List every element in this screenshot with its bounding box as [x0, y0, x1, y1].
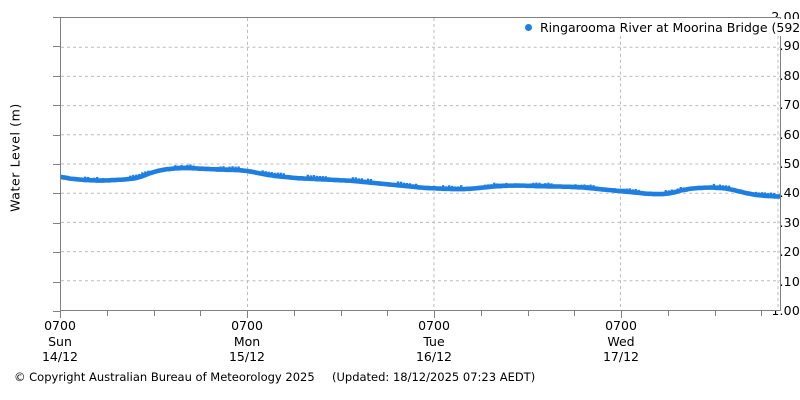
x-axis-tick-date: 16/12 [415, 349, 453, 364]
y-axis-title: Water Level (m) [7, 103, 23, 212]
legend-marker-icon [525, 24, 532, 31]
x-axis-tick-mark [153, 311, 155, 316]
x-axis-tick-day: Mon [233, 333, 261, 349]
x-axis-tick-mark [60, 311, 61, 318]
x-axis-tick-date: 15/12 [228, 349, 266, 364]
copyright-text: © Copyright Australian Bureau of Meteoro… [14, 370, 315, 384]
x-axis-tick-day: Sun [48, 333, 72, 349]
x-axis-tick-mark [667, 311, 669, 316]
x-axis-tick-label-group: 0700 Sun 14/12 [0, 318, 120, 365]
y-axis-tick-mark [53, 17, 60, 18]
x-axis-tick-mark [247, 311, 248, 318]
x-axis-tick-day: Tue [423, 333, 445, 349]
x-axis-tick-date: 17/12 [602, 349, 640, 364]
y-axis-tick-mark [53, 281, 60, 283]
x-axis-tick-label-group: 0700 Tue 16/12 [374, 318, 494, 365]
y-axis-tick-mark [53, 193, 60, 195]
x-axis-tick-time: 0700 [418, 318, 450, 333]
y-axis-tick-mark [53, 311, 60, 312]
y-axis-tick-mark [53, 134, 60, 136]
y-axis-tick-mark [53, 46, 60, 48]
x-axis-tick-mark [714, 311, 716, 316]
y-axis-tick-mark [53, 164, 60, 165]
x-axis-tick-date: 14/12 [41, 349, 79, 364]
x-axis-tick-mark [574, 311, 576, 316]
x-axis-tick-mark [527, 311, 529, 316]
x-axis-tick-mark [106, 311, 108, 316]
y-axis-tick-mark [53, 222, 60, 224]
water-level-series [61, 164, 780, 199]
x-axis-tick-label-group: 0700 Wed 17/12 [561, 318, 681, 365]
x-axis-tick-time: 0700 [231, 318, 263, 333]
x-axis-tick-mark [340, 311, 342, 316]
x-axis-tick-mark [293, 311, 295, 316]
x-axis-tick-mark [200, 311, 202, 316]
x-axis-tick-time: 0700 [605, 318, 637, 333]
y-axis-tick-mark [53, 75, 60, 77]
chart-legend[interactable]: Ringarooma River at Moorina Bridge (5920… [523, 19, 800, 36]
x-axis-tick-label-group: 0700 Mon 15/12 [187, 318, 307, 365]
y-axis-tick-mark [53, 252, 60, 254]
x-axis-tick-mark [761, 311, 763, 316]
gridlines [61, 18, 780, 310]
footer: © Copyright Australian Bureau of Meteoro… [0, 370, 800, 390]
x-axis-tick-mark [434, 311, 435, 318]
y-axis-tick-mark [53, 105, 60, 107]
x-axis-tick-day: Wed [607, 333, 635, 349]
x-axis-tick-mark [480, 311, 482, 316]
x-axis-tick-mark [621, 311, 622, 318]
plot-area [60, 17, 781, 311]
x-axis-tick-time: 0700 [44, 318, 76, 333]
last-updated-text: (Updated: 18/12/2025 07:23 AEDT) [332, 370, 536, 384]
y-axis-title-wrapper: Water Level (m) [0, 0, 23, 330]
x-axis-tick-mark [387, 311, 389, 316]
legend-series-label: Ringarooma River at Moorina Bridge (5920… [540, 20, 800, 35]
